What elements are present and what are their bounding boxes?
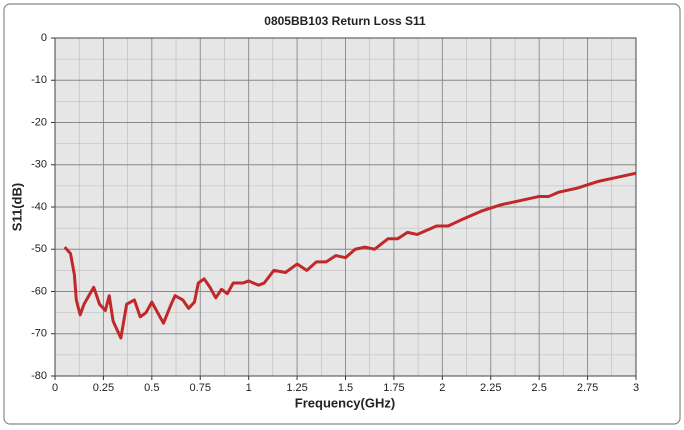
x-tick-label: 2.5	[532, 382, 547, 394]
x-tick-label: 0.75	[190, 382, 211, 394]
x-axis-label: Frequency(GHz)	[295, 395, 395, 410]
y-axis-label: S11(dB)	[9, 183, 24, 231]
x-tick-label: 1.25	[286, 382, 307, 394]
x-tick-label: 0	[52, 382, 58, 394]
y-tick-label: -30	[31, 159, 47, 171]
y-tick-label: -50	[31, 243, 47, 255]
y-tick-label: -20	[31, 116, 47, 128]
x-tick-label: 0.5	[144, 382, 159, 394]
y-tick-label: -80	[31, 370, 47, 382]
y-tick-label: -10	[31, 74, 47, 86]
x-tick-label: 2.75	[577, 382, 598, 394]
plot-border	[54, 37, 637, 377]
x-tick-label: 3	[633, 382, 639, 394]
x-tick-label: 0.25	[93, 382, 114, 394]
x-tick-label: 1.75	[383, 382, 404, 394]
chart-title: 0805BB103 Return Loss S11	[264, 14, 426, 28]
x-tick-label: 1	[246, 382, 252, 394]
data-line	[63, 171, 637, 340]
x-tick-label: 1.5	[338, 382, 353, 394]
y-tick-label: -40	[31, 201, 47, 213]
y-tick-label: -60	[31, 285, 47, 297]
y-tick-label: -70	[31, 328, 47, 340]
y-tick-label: 0	[41, 32, 47, 44]
x-tick-label: 2	[439, 382, 445, 394]
x-tick-label: 2.25	[480, 382, 501, 394]
